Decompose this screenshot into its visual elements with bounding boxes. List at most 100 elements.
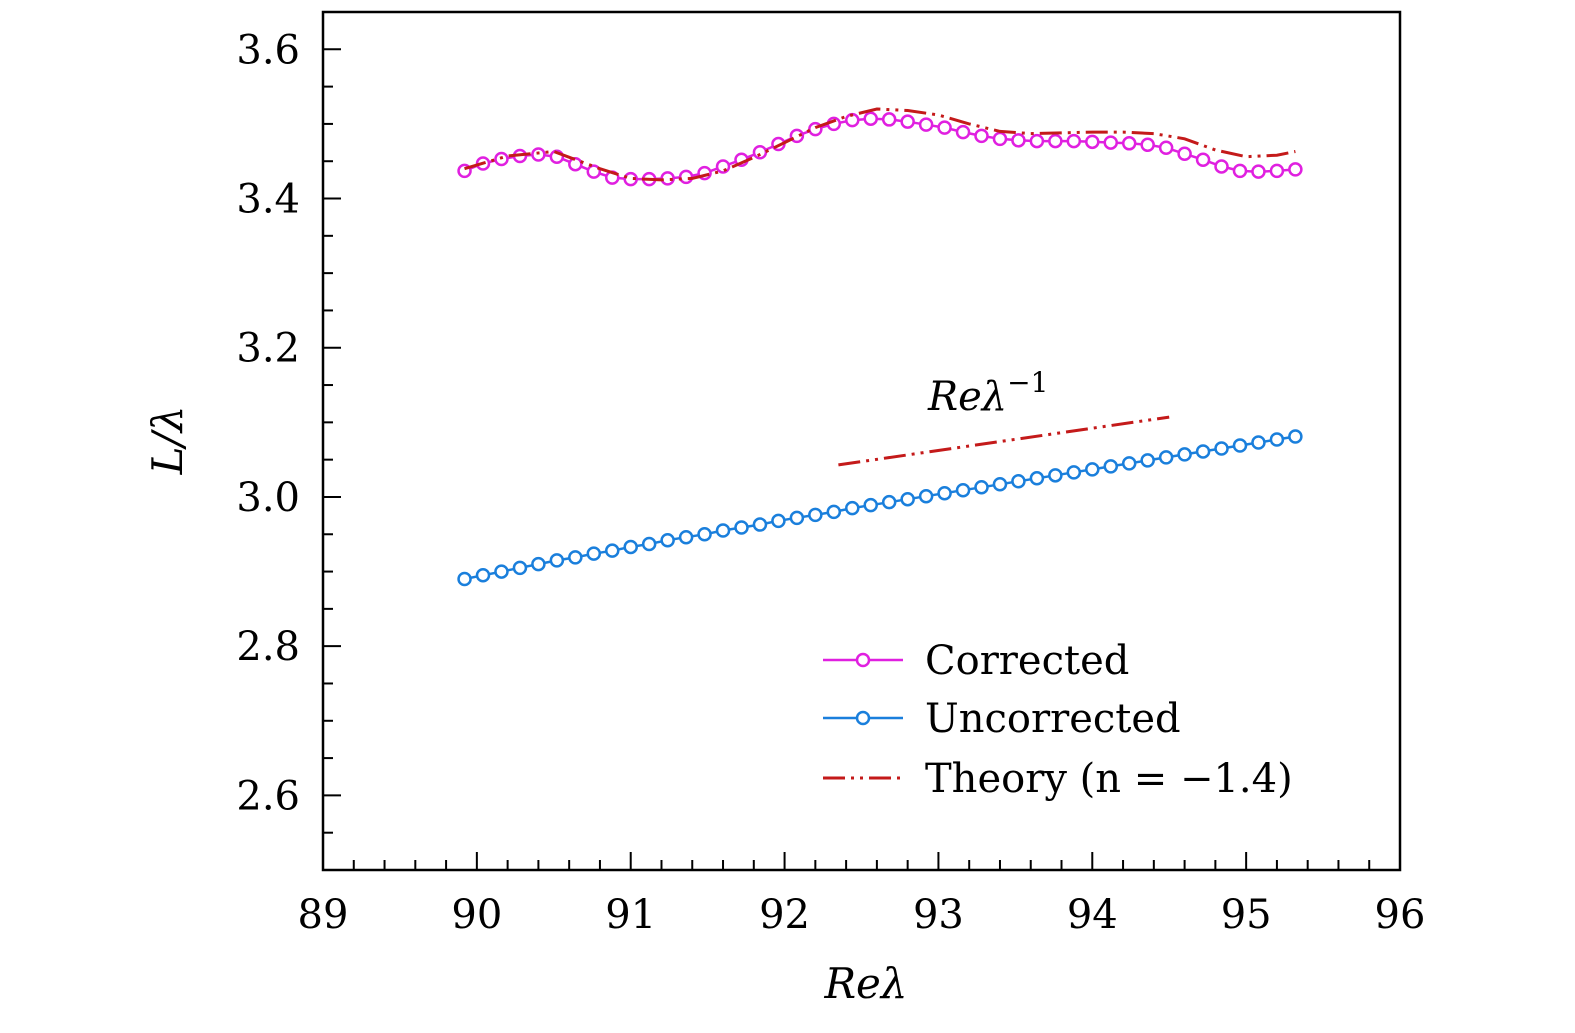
- slope-reference-line: [838, 415, 1170, 467]
- corrected-point: [623, 171, 638, 187]
- slope-annotation-base: Reλ: [927, 374, 1007, 420]
- y-tick-label: 2.6: [236, 773, 300, 819]
- x-tick-label: 91: [605, 892, 656, 938]
- uncorrected-point: [826, 504, 842, 520]
- corrected-point: [918, 117, 934, 132]
- x-tick-label: 94: [1067, 892, 1118, 938]
- slope-annotation-exponent: −1: [1007, 366, 1048, 399]
- corrected-point: [955, 124, 971, 140]
- y-tick-label: 3.0: [236, 475, 300, 521]
- corrected-point: [1269, 163, 1285, 179]
- uncorrected-point: [955, 482, 971, 498]
- legend-corrected-marker: [855, 652, 871, 668]
- uncorrected-point: [475, 568, 491, 583]
- uncorrected-point: [605, 543, 620, 558]
- x-tick-label: 93: [913, 892, 964, 938]
- legend: Corrected Uncorrected Theory (n = −1.4): [823, 638, 1293, 802]
- uncorrected-point: [734, 520, 749, 535]
- corrected-point: [1048, 133, 1063, 149]
- uncorrected-point: [1195, 444, 1211, 459]
- uncorrected-point: [549, 553, 565, 568]
- corrected-point: [1232, 163, 1248, 179]
- x-tick-label: 89: [298, 892, 349, 938]
- uncorrected-point: [512, 560, 528, 576]
- uncorrected-point: [660, 532, 675, 548]
- uncorrected-point: [1103, 459, 1118, 474]
- corrected-point: [937, 120, 952, 135]
- corrected-point: [1103, 135, 1118, 150]
- corrected-point: [1158, 140, 1174, 156]
- corrected-point: [586, 164, 602, 179]
- uncorrected-point: [678, 529, 694, 545]
- ticks-layer: [322, 11, 1401, 870]
- corrected-point: [1011, 133, 1026, 148]
- uncorrected-line: [464, 435, 1296, 581]
- corrected-point: [1288, 162, 1303, 177]
- uncorrected-point: [1140, 453, 1155, 468]
- uncorrected-point: [1029, 471, 1045, 486]
- x-tick-label: 90: [451, 892, 502, 938]
- series-layer: [457, 107, 1303, 587]
- uncorrected-point: [531, 556, 546, 572]
- uncorrected-point: [1232, 438, 1248, 453]
- uncorrected-point: [1288, 429, 1303, 444]
- uncorrected-point: [771, 513, 786, 529]
- corrected-point: [863, 111, 878, 126]
- corrected-point: [678, 169, 694, 185]
- uncorrected-point: [881, 494, 897, 510]
- uncorrected-point: [845, 500, 860, 516]
- corrected-point: [1085, 134, 1100, 150]
- uncorrected-point: [715, 523, 731, 538]
- corrected-point: [974, 128, 989, 144]
- uncorrected-point: [1214, 441, 1229, 456]
- legend-theory-label: Theory (n = −1.4): [925, 756, 1293, 802]
- corrected-point: [1195, 152, 1211, 167]
- uncorrected-point: [900, 491, 915, 507]
- uncorrected-point: [1048, 468, 1063, 483]
- uncorrected-point: [1177, 447, 1192, 462]
- uncorrected-point: [568, 550, 583, 565]
- corrected-point: [1066, 133, 1082, 149]
- uncorrected-point: [1121, 456, 1137, 471]
- corrected-point: [1029, 133, 1045, 149]
- theory-line: [464, 107, 1296, 182]
- uncorrected-point: [937, 485, 952, 501]
- corrected-point: [1177, 146, 1192, 162]
- plot-frame: [321, 10, 1402, 872]
- uncorrected-point: [974, 480, 989, 495]
- x-tick-label: 92: [759, 892, 810, 938]
- uncorrected-point: [1269, 432, 1285, 447]
- corrected-line: [464, 117, 1296, 181]
- slope-annotation: Reλ−1: [927, 366, 1048, 420]
- legend-corrected-label: Corrected: [925, 638, 1129, 684]
- uncorrected-point: [992, 477, 1008, 492]
- corrected-point: [660, 171, 675, 186]
- corrected-point: [752, 145, 768, 160]
- uncorrected-point: [1011, 474, 1026, 489]
- x-tick-label: 95: [1221, 892, 1272, 938]
- uncorrected-point: [752, 517, 768, 532]
- uncorrected-point: [789, 510, 805, 526]
- corrected-point: [1251, 164, 1266, 179]
- corrected-point: [992, 131, 1008, 147]
- y-tick-label: 3.4: [236, 177, 300, 223]
- legend-uncorrected-label: Uncorrected: [925, 696, 1181, 742]
- uncorrected-point: [1158, 450, 1174, 465]
- tick-labels-layer: 89 90 91 92 93 94 95 96 2.6 2.8 3.0 3.2 3.4 3.6: [236, 27, 1425, 938]
- corrected-point: [1121, 136, 1137, 151]
- corrected-point: [1140, 137, 1155, 153]
- corrected-point: [568, 156, 583, 172]
- y-tick-label: 3.2: [236, 326, 300, 372]
- uncorrected-point: [918, 488, 934, 504]
- corrected-point: [900, 114, 915, 129]
- uncorrected-point: [1066, 465, 1082, 480]
- x-axis-label: Reλ: [823, 959, 907, 1008]
- uncorrected-point: [623, 539, 638, 555]
- uncorrected-point: [697, 527, 712, 542]
- x-tick-label: 96: [1375, 892, 1426, 938]
- legend-uncorrected-marker: [855, 710, 871, 726]
- uncorrected-point: [457, 571, 472, 587]
- uncorrected-point: [1085, 462, 1100, 477]
- uncorrected-point: [1251, 435, 1266, 450]
